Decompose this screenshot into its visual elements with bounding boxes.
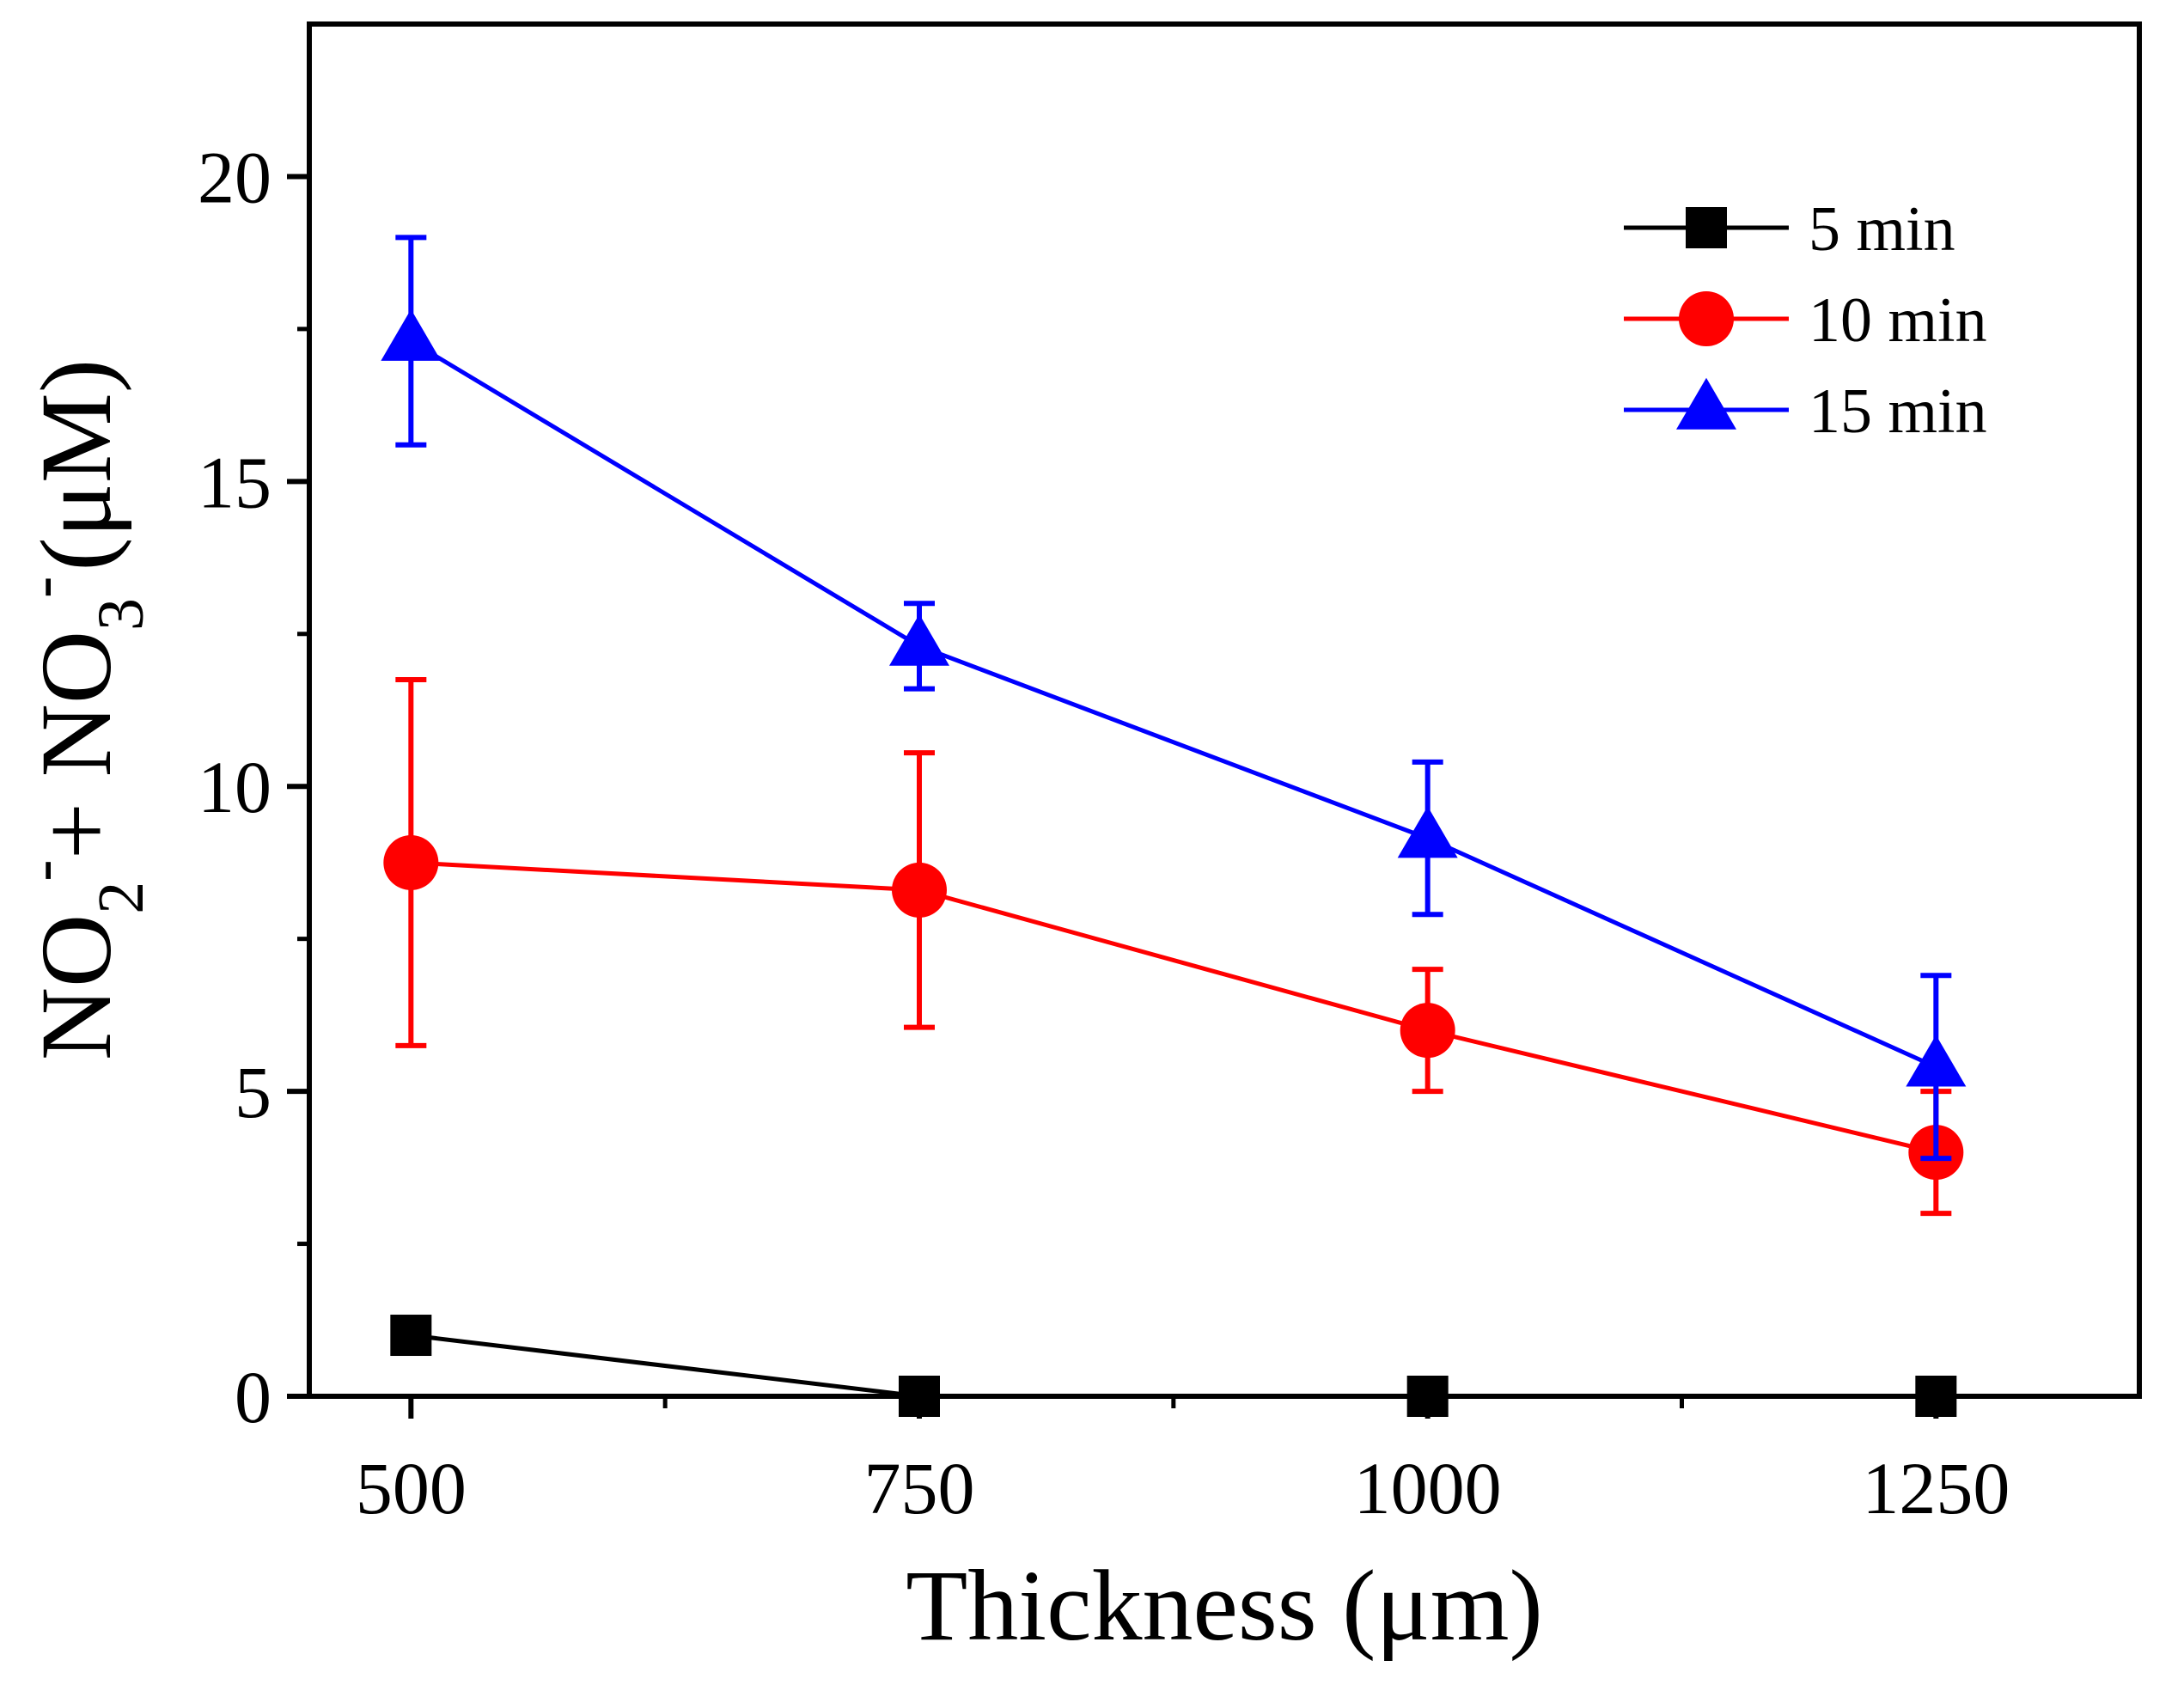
data-point-square [390,1315,432,1357]
y-axis-title-no: NO [20,914,132,1060]
legend-item: 15 min [1624,376,1987,447]
y-axis-title-unit: (μM) [20,359,132,571]
x-tick-label-500: 500 [356,1447,467,1529]
series-15-min [381,235,1967,1162]
x-tick-label-1250: 1250 [1862,1447,2010,1529]
x-axis-title: Thickness (μm) [906,1549,1543,1662]
y-tick-label-10: 10 [198,746,271,828]
series-10-min [383,677,1964,1217]
data-point-triangle [381,308,442,361]
legend-marker-circle [1679,291,1734,346]
y-axis-title-sub-3: 3 [85,598,157,631]
legend-item: 10 min [1624,285,1987,356]
plot-frame [307,21,2142,1399]
series-line-15-min [410,339,1937,1069]
legend-marker-triangle [1676,377,1736,430]
data-point-circle [892,862,947,918]
y-tick-label-20: 20 [198,136,271,218]
data-point-triangle [1397,806,1458,858]
y-axis-title-sup-minus-1: - [6,859,78,881]
series-line-5-min [411,1333,1937,1399]
data-point-circle [383,834,439,890]
x-tick-label-750: 750 [864,1447,975,1529]
legend-label: 15 min [1809,376,1987,447]
y-tick-label-0: 0 [235,1356,271,1438]
y-axis-title: NO2-+ NO3-(μM) [6,359,157,1060]
y-axis-title-plus-no: + NO [20,631,132,859]
x-tick-label-1000: 1000 [1354,1447,1502,1529]
data-point-circle [1400,1003,1455,1059]
y-axis-title-sub-2: 2 [85,882,157,914]
legend-label: 10 min [1809,285,1987,356]
y-axis-title-sup-minus-2: - [6,577,78,598]
series-line-10-min [411,860,1937,1155]
y-tick-label-5: 5 [235,1051,271,1133]
legend-marker-square [1686,207,1727,248]
legend-item: 5 min [1624,194,1955,265]
data-point-triangle [889,614,949,666]
y-tick-label-15: 15 [198,441,271,523]
legend: 5 min 10 min 15 min [1624,194,1987,447]
series-layer [381,235,1967,1417]
data-point-triangle [1906,1035,1967,1087]
axis-ticks: 0 5 10 15 20 500 750 1000 1250 [198,136,2010,1529]
legend-label: 5 min [1809,194,1955,265]
